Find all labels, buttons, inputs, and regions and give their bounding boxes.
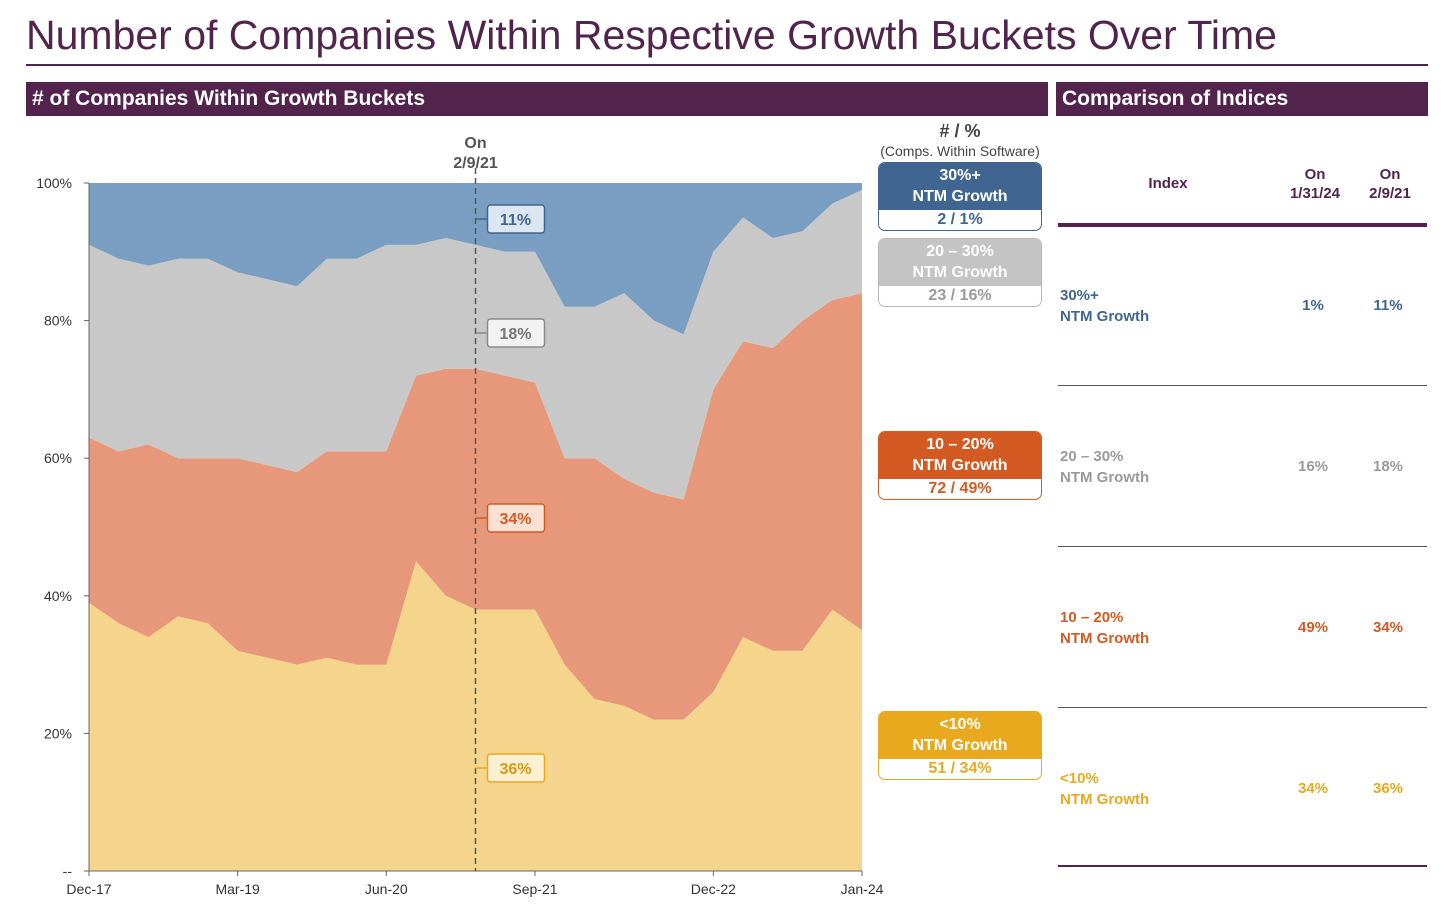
legend-label-line1: 30%+ bbox=[939, 167, 981, 184]
table-row-label: 20 – 30% NTM Growth bbox=[1060, 446, 1149, 488]
legend-label-line1: 20 – 30% bbox=[926, 243, 994, 260]
table-cell: 18% bbox=[1372, 458, 1404, 475]
date-marker-group: On 2/9/21 11% 18% 34% 36% bbox=[453, 135, 546, 871]
table-header-rule bbox=[1058, 223, 1427, 227]
table-row-divider bbox=[1058, 707, 1427, 708]
table-header-col2: On 2/9/21 bbox=[1358, 165, 1422, 203]
table-row-divider bbox=[1058, 385, 1427, 386]
callout-10-20-label: 34% bbox=[499, 511, 531, 528]
callout-under10-box bbox=[486, 753, 546, 783]
callout-10-20-box bbox=[486, 503, 546, 533]
legend-item-20-30: 20 – 30% NTM Growth 23 / 16% bbox=[878, 238, 1042, 307]
legend-label-line2: NTM Growth bbox=[912, 264, 1008, 281]
legend-label-line2: NTM Growth bbox=[912, 457, 1008, 474]
legend-item-30plus: 30%+ NTM Growth 2 / 1% bbox=[878, 162, 1042, 231]
legend-subheading: (Comps. Within Software) bbox=[880, 143, 1040, 159]
legend-label-line2: NTM Growth bbox=[912, 188, 1008, 205]
legend-item-under10: <10% NTM Growth 51 / 34% bbox=[878, 711, 1042, 780]
legend-label-line2: NTM Growth bbox=[912, 737, 1008, 754]
table-row-label-line2: NTM Growth bbox=[1060, 308, 1150, 325]
table-header-col2-line2: 2/9/21 bbox=[1369, 185, 1411, 202]
x-tick-label: Jun-20 bbox=[365, 881, 408, 897]
callout-20-30-label: 18% bbox=[499, 326, 531, 343]
x-tick-label: Dec-17 bbox=[66, 881, 111, 897]
y-tick-label: 60% bbox=[44, 450, 72, 466]
y-tick-label: 80% bbox=[44, 313, 72, 329]
legend-label-line1: 10 – 20% bbox=[926, 436, 994, 453]
table-cell: 11% bbox=[1373, 297, 1403, 314]
table-header-col1-line1: On bbox=[1304, 166, 1326, 183]
legend-value: 72 / 49% bbox=[928, 480, 992, 497]
legend-value: 2 / 1% bbox=[937, 211, 983, 228]
legend-value: 23 / 16% bbox=[928, 287, 992, 304]
table-row-label: 30%+ NTM Growth bbox=[1060, 285, 1149, 327]
callout-30plus-label: 11% bbox=[500, 212, 531, 229]
callout-20-30-box bbox=[486, 318, 546, 348]
table-row-label-line1: 30%+ bbox=[1060, 287, 1099, 304]
y-tick-label: 100% bbox=[36, 175, 72, 191]
table-row-label-line2: NTM Growth bbox=[1060, 469, 1150, 486]
date-marker-label: On bbox=[464, 135, 486, 152]
table-row-label-line1: 10 – 20% bbox=[1060, 609, 1124, 626]
legend-item-10-20: 10 – 20% NTM Growth 72 / 49% bbox=[878, 431, 1042, 500]
x-tick-label: Mar-19 bbox=[215, 881, 260, 897]
area-30plus bbox=[89, 183, 862, 335]
table-header-index: Index bbox=[1148, 175, 1188, 192]
table-cell: 36% bbox=[1372, 780, 1404, 797]
table-cell: 34% bbox=[1297, 780, 1329, 797]
table-header-col2-line1: On bbox=[1379, 166, 1401, 183]
table-cell: 1% bbox=[1302, 297, 1324, 314]
page-title: Number of Companies Within Respective Gr… bbox=[26, 12, 1277, 58]
table-row-label-line1: <10% bbox=[1060, 770, 1099, 787]
table-row-label-line2: NTM Growth bbox=[1060, 791, 1150, 808]
table-row-label-line1: 20 – 30% bbox=[1060, 448, 1124, 465]
date-marker-label: 2/9/21 bbox=[453, 155, 498, 172]
legend-label-line1: <10% bbox=[939, 716, 981, 733]
table-row-label: <10% NTM Growth bbox=[1060, 768, 1149, 810]
table-cell: 49% bbox=[1297, 619, 1329, 636]
table-header-col1: On 1/31/24 bbox=[1283, 165, 1347, 203]
table-row-label-line2: NTM Growth bbox=[1060, 630, 1150, 647]
table-cell: 16% bbox=[1297, 458, 1329, 475]
callout-30plus-box bbox=[486, 204, 546, 234]
x-tick-label: Sep-21 bbox=[512, 881, 557, 897]
title-divider bbox=[26, 64, 1428, 66]
area-under10 bbox=[89, 561, 862, 871]
table-header-col1-line2: 1/31/24 bbox=[1289, 185, 1341, 202]
table-row-divider bbox=[1058, 546, 1427, 547]
area-series-group bbox=[89, 183, 862, 871]
table-section-header: Comparison of Indices bbox=[1056, 82, 1428, 116]
x-tick-label: Dec-22 bbox=[691, 881, 736, 897]
table-row-label: 10 – 20% NTM Growth bbox=[1060, 607, 1149, 649]
y-tick-label: -- bbox=[63, 863, 73, 879]
table-bottom-rule bbox=[1058, 865, 1427, 867]
y-tick-label: 40% bbox=[44, 588, 72, 604]
legend-heading: # / % bbox=[939, 121, 981, 141]
y-tick-label: 20% bbox=[44, 725, 72, 741]
x-tick-label: Jan-24 bbox=[841, 881, 884, 897]
callout-under10-label: 36% bbox=[499, 761, 531, 778]
legend-value: 51 / 34% bbox=[928, 760, 992, 777]
table-cell: 34% bbox=[1372, 619, 1404, 636]
chart-section-header: # of Companies Within Growth Buckets bbox=[26, 82, 1048, 116]
area-20-30 bbox=[89, 189, 862, 500]
area-10-20 bbox=[89, 293, 862, 720]
